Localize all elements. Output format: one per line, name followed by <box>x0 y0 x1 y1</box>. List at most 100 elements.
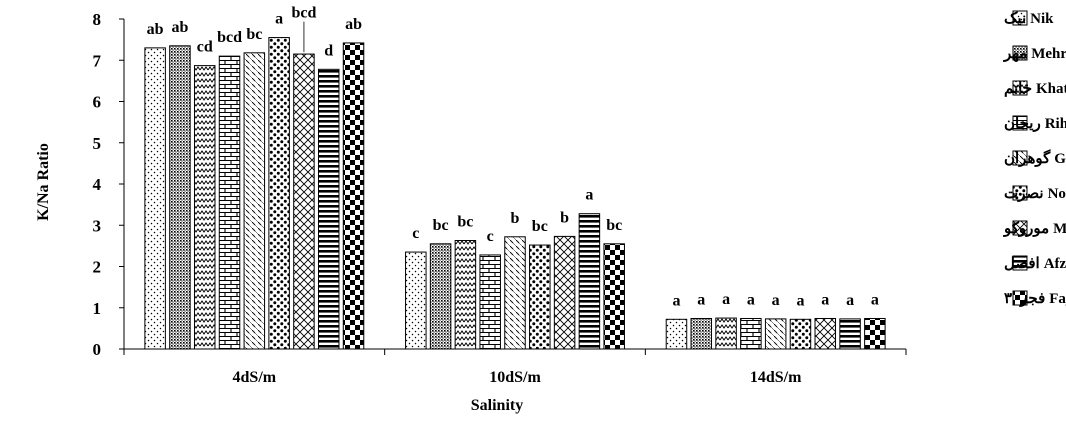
bar-nosrat-1 <box>529 244 551 350</box>
y-tick-label: 8 <box>93 10 102 29</box>
significance-letter: a <box>747 291 755 308</box>
legend-label-fa: ریحان <box>1004 116 1041 132</box>
legend-label: نیک Nik <box>1004 11 1054 27</box>
bar-goharan-2 <box>764 318 787 350</box>
bar-afzal-0 <box>317 68 340 350</box>
x-axis-ticks: 4dS/m 10dS/m 14dS/m <box>123 349 907 386</box>
legend-item-rihan: ریحانRihan <box>1004 115 1066 132</box>
significance-letter: a <box>697 291 705 308</box>
legend-item-nosrat: نصرتNosrat <box>1004 185 1066 202</box>
x-axis-title: Salinity <box>471 397 523 414</box>
legend-label: نصرتNosrat <box>1004 186 1066 202</box>
y-tick-label: 2 <box>93 258 102 277</box>
legend-label: مهر Mehr <box>1003 46 1066 62</box>
significance-letter: ab <box>345 16 362 33</box>
legend-item-khatam: خاتمKhatam <box>1004 80 1066 97</box>
legend-swatch <box>1012 290 1028 306</box>
bar-khatam-0 <box>193 65 216 350</box>
significance-letter: bc <box>246 26 262 43</box>
legend-item-fajr30: فجر۳۰Fajr30 <box>1004 290 1066 307</box>
legend-label-fa: فجر۳۰ <box>1004 291 1045 307</box>
bar-nosrat-2 <box>789 318 812 350</box>
bar-rihan-0 <box>218 55 241 350</box>
bar-khatam-1 <box>454 240 477 350</box>
legend-label-en: Mehr <box>1031 46 1066 62</box>
significance-letter: c <box>412 225 419 242</box>
significance-letter: bcd <box>217 29 242 46</box>
legend-item-afzal: افضلAfzal <box>1004 255 1066 272</box>
significance-letter: bc <box>606 217 622 234</box>
bar-fajr30-2 <box>864 317 886 350</box>
y-tick-label: 1 <box>93 299 102 318</box>
legend-label-en: Moroko <box>1053 221 1066 237</box>
bar-afzal-2 <box>839 318 861 350</box>
bar-mehr-0 <box>169 45 191 350</box>
legend-label-fa: گوهران <box>1004 149 1051 167</box>
y-tick-label: 7 <box>93 51 102 70</box>
legend-label-fa: خاتم <box>1004 81 1032 97</box>
significance-letter: bc <box>532 218 548 235</box>
bar-khatam-2 <box>715 317 737 350</box>
y-axis-title: K/Na Ratio <box>35 143 52 221</box>
legend-label: خاتمKhatam <box>1004 81 1066 97</box>
significance-letter: a <box>796 292 804 309</box>
significance-letter: b <box>560 209 569 226</box>
significance-letter: a <box>871 291 879 308</box>
legend-swatch <box>1012 255 1028 271</box>
legend-label-en: Nik <box>1030 11 1054 27</box>
significance-letter: a <box>846 292 854 309</box>
bar-afzal-1 <box>578 213 601 350</box>
significance-letter: cd <box>197 39 213 56</box>
significance-letter: b <box>511 210 520 227</box>
significance-letter: d <box>324 42 333 59</box>
bar-nik-0 <box>144 47 166 350</box>
legend-label-en: Goharan <box>1054 151 1066 167</box>
legend-label: موروکو Moroko <box>1003 221 1066 237</box>
legend-swatch <box>1012 185 1028 201</box>
y-tick-label: 0 <box>93 340 102 359</box>
legend-swatch <box>1012 150 1028 166</box>
legend-label-fa: موروکو <box>1003 221 1049 237</box>
legend-item-nik: نیک Nik <box>1004 10 1054 27</box>
bar-moroko-1 <box>553 235 576 350</box>
legend-swatch <box>1012 45 1028 61</box>
y-tick-label: 5 <box>93 134 102 153</box>
legend-label-en: Khatam <box>1036 81 1066 97</box>
bar-fajr30-1 <box>603 243 625 350</box>
significance-letter: ab <box>171 19 188 36</box>
bar-mehr-2 <box>690 317 713 350</box>
y-tick-label: 3 <box>93 216 102 235</box>
legend-swatch <box>1012 80 1028 96</box>
significance-letter: ab <box>147 21 164 38</box>
significance-letter: bcd <box>291 5 316 22</box>
bar-rihan-1 <box>479 254 501 350</box>
bar-fajr30-0 <box>342 42 365 350</box>
legend-label: گوهرانGoharan <box>1004 149 1066 167</box>
significance-letter: a <box>821 291 829 308</box>
legend-label: ریحانRihan <box>1004 116 1066 132</box>
legend-label-fa: افضل <box>1004 256 1040 272</box>
significance-letter: a <box>585 187 593 204</box>
legend-label: فجر۳۰Fajr30 <box>1004 291 1066 307</box>
legend-item-goharan: گوهرانGoharan <box>1004 149 1066 167</box>
bar-nik-1 <box>405 251 427 350</box>
bar-moroko-2 <box>814 317 837 350</box>
legend-label-en: Nosrat <box>1048 186 1066 202</box>
bar-moroko-0 <box>293 53 315 350</box>
y-axis-ticks: 0 1 2 3 4 5 6 7 8 <box>93 10 124 359</box>
legend-label-en: Afzal <box>1044 256 1066 272</box>
y-tick-label: 6 <box>93 93 102 112</box>
bar-goharan-0 <box>243 52 266 350</box>
significance-letter: a <box>722 291 730 308</box>
legend-item-moroko: موروکو Moroko <box>1003 220 1066 237</box>
legend-label-en: Fajr30 <box>1049 291 1066 307</box>
legend-swatch <box>1012 10 1028 26</box>
x-tick-label: 4dS/m <box>233 369 277 386</box>
x-tick-label: 10dS/m <box>489 369 541 386</box>
significance-letter: bc <box>433 217 449 234</box>
legend-label-fa: نیک <box>1004 11 1026 27</box>
significance-letter: a <box>275 11 283 28</box>
